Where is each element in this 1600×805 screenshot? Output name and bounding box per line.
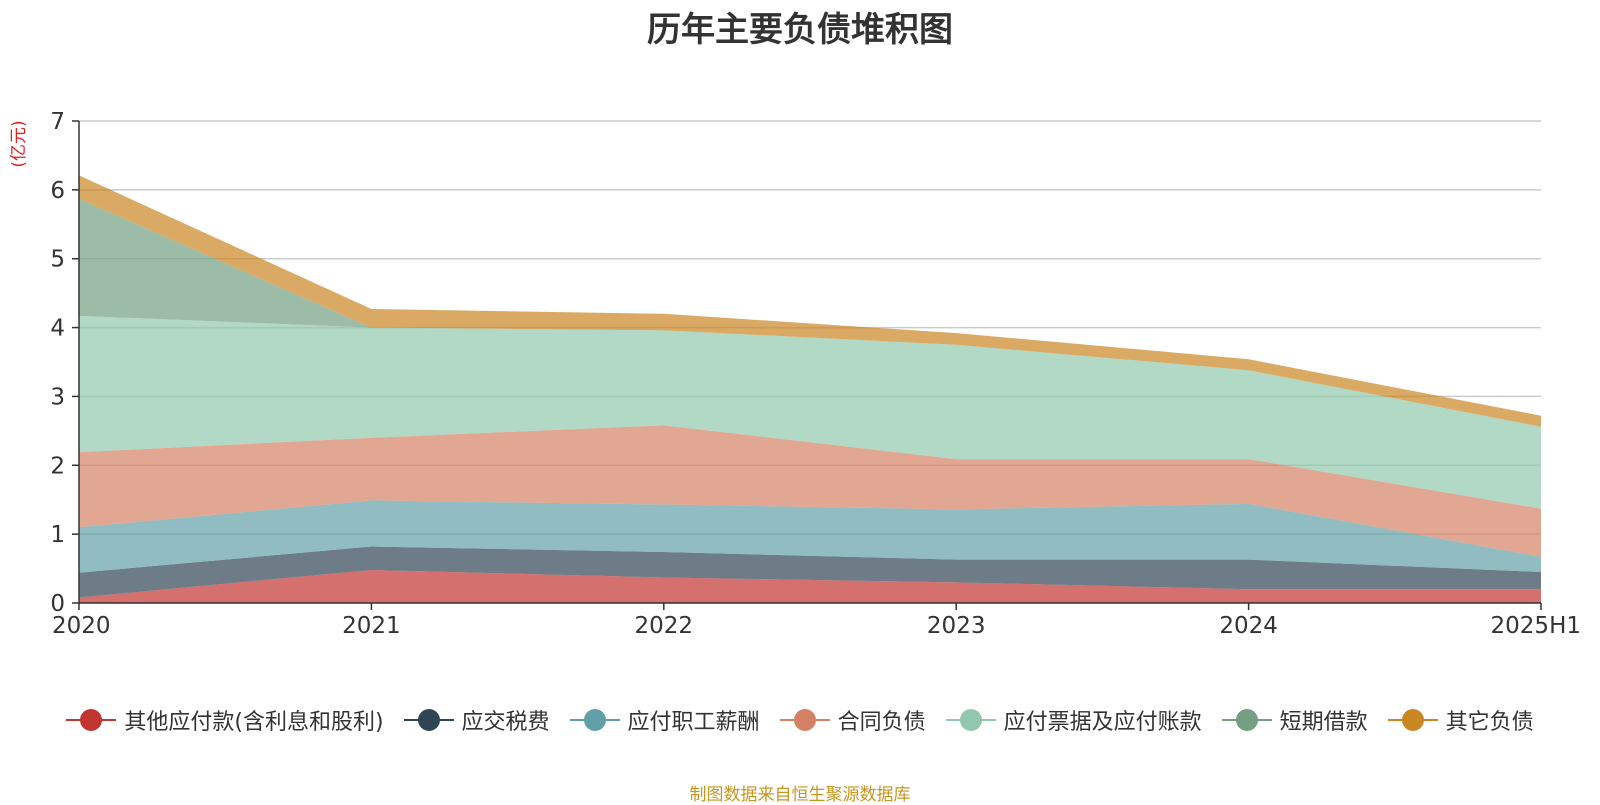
y-tick-label: 5 <box>50 247 65 273</box>
legend-marker-icon <box>66 707 117 733</box>
legend-item-6[interactable]: 短期借款 <box>1221 704 1368 736</box>
legend-label: 其它负债 <box>1445 710 1534 735</box>
legend-marker-icon <box>1221 707 1272 733</box>
legend-item-5[interactable]: 应付票据及应付账款 <box>945 704 1202 736</box>
legend-item-3[interactable]: 应付职工薪酬 <box>569 704 760 736</box>
legend: 其他应付款(含利息和股利) 应交税费 应付职工薪酬 合同负债 应付票据及应付账款 短期借款… <box>0 704 1600 736</box>
legend-marker-icon <box>1387 707 1438 733</box>
chart-title: 历年主要负债堆积图 <box>647 10 953 50</box>
source-note: 制图数据来自恒生聚源数据库 <box>689 785 911 805</box>
y-tick-label: 4 <box>50 316 65 342</box>
x-tick-label: 2024 <box>1219 613 1278 639</box>
x-tick-label: 2025H1 <box>1491 613 1581 639</box>
y-tick-label: 0 <box>50 591 65 617</box>
area-series-3 <box>79 500 1541 573</box>
y-tick-label: 1 <box>50 522 65 548</box>
area-series-4 <box>79 425 1541 557</box>
x-tick-label: 2022 <box>635 613 694 639</box>
legend-marker-icon <box>779 707 830 733</box>
legend-label: 其他应付款(含利息和股利) <box>124 710 384 735</box>
legend-marker-icon <box>403 707 454 733</box>
legend-label: 合同负债 <box>837 710 926 735</box>
area-layers <box>79 175 1541 603</box>
y-axis-unit-label: (亿元) <box>9 120 29 167</box>
legend-item-4[interactable]: 合同负债 <box>779 704 926 736</box>
x-tick-label: 2020 <box>52 613 111 639</box>
x-tick-label: 2021 <box>342 613 401 639</box>
y-tick-label: 6 <box>50 178 65 204</box>
y-tick-label: 7 <box>50 109 65 135</box>
axes: 0 1 2 3 4 5 6 7 2020 2021 2022 2023 2024 2025H1 <box>50 109 1581 639</box>
legend-label: 应付票据及应付账款 <box>1003 710 1202 735</box>
legend-label: 应交税费 <box>461 710 550 735</box>
y-tick-label: 3 <box>50 384 65 410</box>
legend-label: 应付职工薪酬 <box>627 710 760 735</box>
area-series-2 <box>79 546 1541 598</box>
legend-item-2[interactable]: 应交税费 <box>403 704 550 736</box>
y-tick-label: 2 <box>50 453 65 479</box>
area-series-5 <box>79 315 1541 509</box>
legend-marker-icon <box>569 707 620 733</box>
legend-label: 短期借款 <box>1279 710 1368 735</box>
area-series-1 <box>79 569 1541 603</box>
area-series-7 <box>79 175 1541 427</box>
x-tick-label: 2023 <box>927 613 986 639</box>
legend-marker-icon <box>945 707 996 733</box>
legend-item-1[interactable]: 其他应付款(含利息和股利) <box>66 704 384 736</box>
legend-item-7[interactable]: 其它负债 <box>1387 704 1534 736</box>
